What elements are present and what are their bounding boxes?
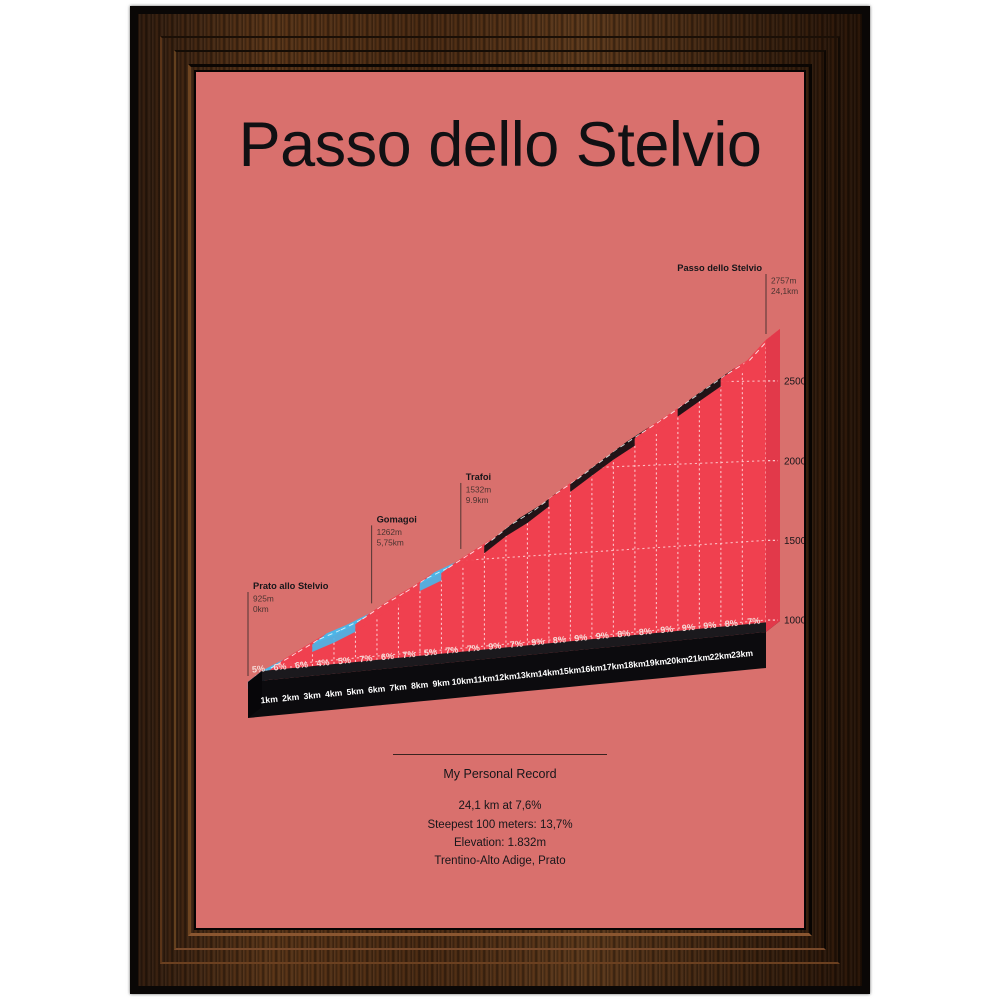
km-tick-label: 6km (368, 683, 386, 695)
km-tick-label: 15km (559, 664, 582, 676)
waypoint-distance: 0km (253, 604, 269, 614)
gradient-label: 7% (445, 645, 459, 656)
km-tick-label: 22km (709, 650, 732, 662)
km-tick-label: 8km (411, 679, 429, 691)
km-tick-label: 14km (537, 667, 560, 679)
gradient-label: 6% (273, 661, 287, 672)
record-title: My Personal Record (443, 767, 557, 782)
gradient-label: 5% (337, 655, 351, 666)
gradient-label: 9% (660, 624, 674, 635)
waypoint-distance: 24,1km (771, 286, 798, 296)
footer-line-elevation: Elevation: 1.832m (453, 836, 547, 849)
waypoint-elevation: 1262m (377, 527, 402, 537)
km-tick-label: 13km (516, 669, 539, 681)
profile-base-band (248, 329, 780, 718)
km-tick-label: 11km (473, 673, 496, 685)
gradient-label: 7% (509, 638, 523, 649)
gradient-label: 6% (294, 659, 308, 670)
waypoint-name: Gomagoi (377, 514, 417, 524)
km-tick-label: 20km (666, 654, 689, 666)
waypoint-name: Trafoi (466, 472, 491, 482)
waypoint-elevation: 2757m (771, 276, 796, 286)
km-tick-label: 4km (325, 688, 343, 700)
gradient-label: 9% (574, 632, 588, 643)
footer-line-steepest: Steepest 100 meters: 13,7% (427, 818, 573, 831)
waypoint-distance: 9.9km (466, 495, 489, 505)
km-tick-label: 10km (451, 675, 474, 687)
picture-frame: Passo dello Stelvio 5% 6% 6% 4% 5% 7% 6% 7% 5% 7%… (130, 6, 870, 994)
waypoint-distance: 5,75km (377, 537, 404, 547)
km-tick-label: 17km (602, 660, 625, 672)
frame-bevel-middle (174, 50, 826, 950)
gradient-label: 9% (531, 636, 545, 647)
gradient-label: 9% (595, 630, 609, 641)
page-title: Passo dello Stelvio (238, 110, 762, 180)
km-tick-label: 9km (432, 677, 450, 689)
elevation-tick-label: 2000m (784, 456, 804, 467)
km-tick-label: 5km (346, 685, 364, 697)
gradient-label: 7% (747, 616, 761, 627)
gradient-label: 7% (466, 643, 480, 654)
km-labels: 1km 2km 3km 4km 5km 6km 7km 8km 9km 10km11km12km1… (260, 648, 754, 706)
km-tick-label: 12km (494, 671, 517, 683)
gradient-label: 8% (617, 628, 631, 639)
footer-line-region: Trentino-Alto Adige, Prato (434, 854, 566, 867)
gradient-label: 8% (552, 634, 566, 645)
km-tick-label: 7km (389, 681, 407, 693)
poster-canvas: Passo dello Stelvio 5% 6% 6% 4% 5% 7% 6% 7% 5% 7%… (196, 72, 804, 928)
gradient-label: 7% (359, 653, 373, 664)
gradient-label: 6% (380, 651, 394, 662)
profile-fill-face (248, 340, 766, 682)
elevation-tick-label: 1000m (784, 616, 804, 627)
km-tick-label: 21km (688, 652, 711, 664)
km-tick-label: 3km (303, 690, 321, 702)
waypoint-elevation: 1532m (466, 484, 491, 494)
gradient-label: 9% (681, 622, 695, 633)
waypoint-name: Passo dello Stelvio (677, 263, 762, 273)
footer-divider (393, 754, 607, 756)
elevation-tick-label: 1500m (784, 536, 804, 547)
frame-bevel-inner (188, 64, 812, 936)
waypoint-name: Prato allo Stelvio (253, 581, 329, 591)
frame-bevel-outer (160, 36, 840, 964)
km-tick-label: 18km (623, 658, 646, 670)
footer-line-distance: 24,1 km at 7,6% (458, 800, 542, 813)
gradient-label: 8% (724, 618, 738, 629)
km-tick-label: 23km (731, 648, 754, 660)
footer-block: My Personal Record 24,1 km at 7,6% Steep… (196, 754, 804, 870)
gradient-label: 8% (638, 626, 652, 637)
elevation-tick-label: 2500m (784, 377, 804, 388)
elevation-axis: 1000m 1500m 2000m 2500m (768, 377, 804, 627)
profile-svg: 5% 6% 6% 4% 5% 7% 6% 7% 5% 7% 7% 9% 7% 9% 8% 9% 9% 8% 8% 9%… (247, 263, 804, 718)
gradient-label: 7% (402, 649, 416, 660)
gradient-label: 5% (423, 647, 437, 658)
gradient-label: 9% (703, 620, 717, 631)
gradient-label: 5% (251, 663, 265, 674)
gradient-label: 9% (488, 641, 502, 652)
gradient-label: 4% (316, 657, 330, 668)
waypoint-elevation: 925m (253, 594, 274, 604)
km-tick-label: 16km (580, 662, 603, 674)
km-tick-label: 1km (260, 694, 278, 706)
elevation-profile-chart: 5% 6% 6% 4% 5% 7% 6% 7% 5% 7% 7% 9% 7% 9% 8% 9% 9% 8% 8% 9%… (196, 72, 804, 928)
km-tick-label: 2km (282, 692, 300, 704)
gradient-labels: 5% 6% 6% 4% 5% 7% 6% 7% 5% 7% 7% 9% 7% 9% 8% 9% 9% 8% 8% 9%… (251, 616, 760, 675)
km-tick-label: 19km (645, 656, 668, 668)
